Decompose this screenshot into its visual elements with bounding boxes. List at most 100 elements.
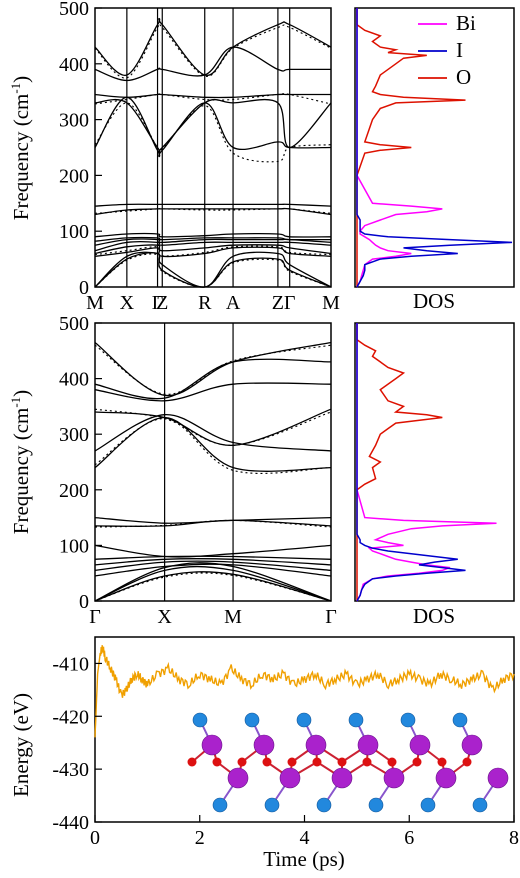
dispersion-middle-branch	[94, 516, 332, 524]
oxygen-atom	[387, 757, 397, 767]
legend-label-i: I	[456, 38, 463, 62]
dos-middle-frame	[354, 322, 515, 602]
dispersion-top-ylabel-close: )	[9, 76, 33, 83]
dispersion-top-ytick-label: 100	[59, 221, 89, 243]
dispersion-middle-branch	[94, 416, 332, 472]
dispersion-top-dft-branch	[94, 20, 332, 79]
dispersion-top-dft-branch	[94, 207, 332, 214]
dispersion-middle-frame	[94, 322, 332, 602]
bismuth-atom	[305, 734, 327, 756]
dispersion-top-xtick-label: Z	[156, 292, 168, 314]
dispersion-top-ylabel-main: Frequency (cm	[9, 94, 33, 221]
dos-top-bi-curve	[356, 8, 443, 288]
dos-top-xlabel: DOS	[413, 289, 455, 313]
dispersion-top-ytick-label: 500	[59, 0, 89, 20]
iodine-atom	[420, 797, 436, 813]
dispersion-middle-dft-branch	[94, 418, 332, 474]
dispersion-top-xtick-label: Γ	[152, 292, 164, 314]
dos-middle-i-curve	[356, 323, 466, 602]
dos-middle-panel: DOS	[354, 322, 515, 628]
dispersion-top-branch	[94, 232, 332, 238]
dispersion-top-branch	[94, 251, 332, 288]
dispersion-top-branch	[94, 98, 332, 154]
dispersion-top-ytick-label: 400	[59, 54, 89, 76]
energy-ylabel: Energy (eV)	[9, 693, 33, 797]
energy-ytick-label: -440	[52, 812, 89, 834]
dispersion-middle-branch	[94, 544, 332, 558]
oxygen-atom	[362, 757, 372, 767]
legend-label-o: O	[456, 65, 471, 89]
dispersion-middle-xtick-label: X	[157, 606, 172, 628]
oxygen-atom	[412, 757, 422, 767]
dispersion-middle-xtick-label: M	[224, 606, 242, 628]
dispersion-top-branch	[94, 207, 332, 216]
dispersion-top-ylabel-sup: -1	[8, 83, 23, 94]
dispersion-middle-dft-branch	[94, 344, 332, 395]
oxygen-atom	[337, 757, 347, 767]
iodine-atom	[472, 797, 488, 813]
energy-xtick-label: 4	[300, 827, 310, 849]
dispersion-middle-ylabel-main: Frequency (cm	[9, 408, 33, 535]
dos-top-i-curve	[356, 8, 513, 288]
dispersion-top-xtick-label: R	[198, 292, 212, 314]
dispersion-top-xtick-label: M	[86, 292, 104, 314]
dispersion-top-ytick-label: 300	[59, 110, 89, 132]
energy-xtick-label: 8	[509, 827, 519, 849]
dispersion-middle-ytick-label: 300	[59, 424, 89, 446]
dispersion-middle-ylabel-close: )	[9, 390, 33, 397]
bismuth-atom	[383, 767, 405, 789]
oxygen-atom	[212, 757, 222, 767]
bismuth-atom	[461, 734, 483, 756]
energy-panel: -440 -430 -420 -410 0 2 4 6 8 Energy (eV) Time …	[9, 636, 519, 871]
dos-middle-xlabel: DOS	[413, 604, 455, 628]
dos-top-frame	[354, 7, 515, 288]
dispersion-middle-ytick-label: 100	[59, 535, 89, 557]
dispersion-middle-xtick-label: Γ	[89, 606, 101, 628]
dispersion-middle-branch	[94, 560, 332, 572]
dispersion-top-branch	[94, 17, 332, 76]
energy-xlabel: Time (ps)	[263, 847, 345, 871]
bismuth-atom	[201, 734, 223, 756]
dispersion-middle-ylabel-sup: -1	[8, 397, 23, 408]
dispersion-top-xtick-label: Z	[272, 292, 284, 314]
dispersion-top-branch	[94, 246, 332, 258]
energy-curve	[94, 645, 515, 738]
iodine-atom	[296, 712, 312, 728]
dispersion-top-ylabel: Frequency (cm-1)	[8, 76, 33, 220]
iodine-atom	[316, 797, 332, 813]
dispersion-top-branch	[94, 241, 332, 252]
bismuth-atom	[253, 734, 275, 756]
dispersion-middle-panel: 0 100 200 300 400 500 Γ X M Γ Frequency (cm-1)	[8, 313, 337, 628]
dispersion-middle-branch	[94, 563, 332, 577]
dispersion-middle-branch	[94, 565, 332, 602]
dispersion-middle-dft-branch	[94, 408, 332, 446]
dispersion-top-branch	[94, 203, 332, 207]
dispersion-middle-ytick-label: 500	[59, 313, 89, 335]
dispersion-middle-ylabel: Frequency (cm-1)	[8, 390, 33, 534]
energy-xtick-label: 0	[90, 827, 100, 849]
dispersion-top-branch	[94, 93, 331, 99]
bismuth-atom	[227, 767, 249, 789]
bismuth-atom	[487, 767, 509, 789]
energy-xtick-label: 2	[195, 827, 205, 849]
iodine-atom	[264, 797, 280, 813]
energy-ytick-label: -410	[52, 653, 89, 675]
energy-ytick-label: -420	[52, 706, 89, 728]
bismuth-atom	[435, 767, 457, 789]
energy-ytick-label: -430	[52, 759, 89, 781]
oxygen-atom	[262, 757, 272, 767]
dispersion-top-branch	[94, 236, 332, 242]
energy-xtick-label: 6	[404, 827, 414, 849]
dispersion-top-xtick-label: M	[322, 292, 340, 314]
dispersion-middle-dft-branch	[94, 519, 332, 528]
bismuth-atom	[279, 767, 301, 789]
crystal-structure-illustration	[187, 712, 509, 813]
dos-middle-bi-curve	[356, 323, 497, 602]
dispersion-middle-branch	[94, 557, 332, 566]
dispersion-top-ytick-label: 0	[79, 277, 89, 299]
dos-top-o-curve	[356, 8, 466, 287]
oxygen-atom	[462, 757, 472, 767]
dispersion-top-xtick-label: X	[120, 292, 135, 314]
bismuth-atom	[357, 734, 379, 756]
